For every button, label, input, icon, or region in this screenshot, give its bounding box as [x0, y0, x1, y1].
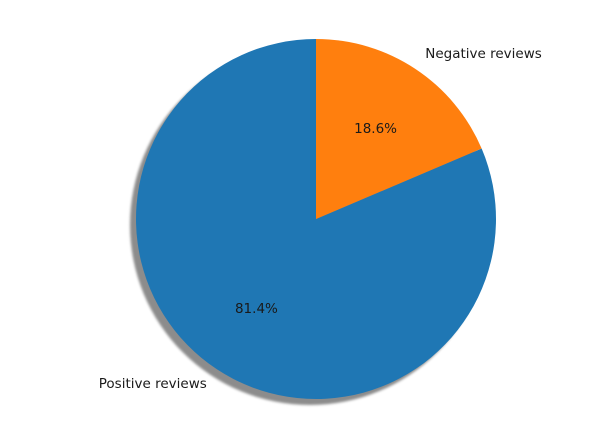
pie-slice-negative-reviews	[316, 39, 482, 219]
slice-pct-negative-reviews: 18.6%	[354, 121, 397, 137]
slice-label-negative-reviews: Negative reviews	[425, 46, 542, 62]
pie-slice-positive-reviews	[136, 39, 497, 399]
slice-pct-positive-reviews: 81.4%	[235, 301, 278, 317]
pie-slices	[136, 39, 497, 399]
pie-labels: Positive reviews 81.4% Negative reviews 18.…	[99, 46, 542, 392]
slice-label-positive-reviews: Positive reviews	[99, 376, 207, 392]
